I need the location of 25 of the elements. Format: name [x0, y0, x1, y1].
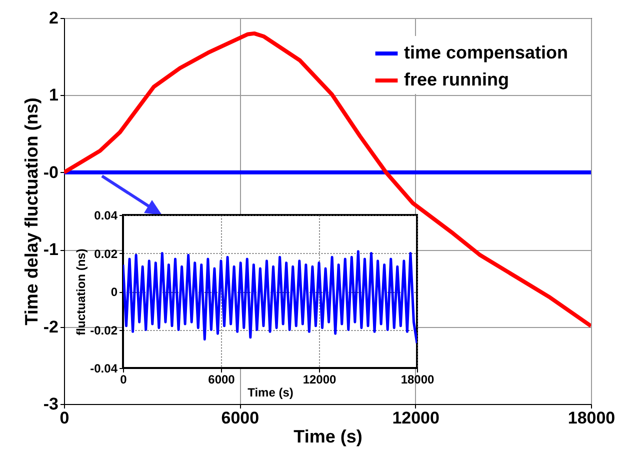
line-series: [123, 250, 417, 344]
y-tick-label: -1: [43, 240, 58, 260]
y-tick-label: -0: [43, 162, 58, 182]
x-tick-label: 18000: [568, 408, 616, 428]
y-tick-label: 0.02: [94, 246, 118, 261]
y-tick-label: -0.02: [90, 323, 118, 338]
y-tick-label: -0.04: [90, 362, 118, 376]
y-tick-label: -3: [43, 394, 58, 414]
x-tick-label: 6000: [221, 408, 260, 428]
legend-label: free running: [404, 70, 510, 90]
x-tick-label: 12000: [302, 372, 337, 386]
y-tick-label: 0: [110, 285, 118, 299]
y-tick-label: 0.04: [94, 208, 118, 222]
x-axis-title: Time (s): [248, 386, 294, 400]
y-axis-title: fluctuation (ns): [74, 248, 88, 336]
y-tick-label: 2: [49, 8, 58, 28]
y-tick-label: -2: [43, 317, 58, 336]
x-tick-label: 0: [120, 372, 128, 386]
x-tick-label: 6000: [208, 372, 236, 386]
x-tick-label: 18000: [400, 372, 435, 386]
legend-label: time compensation: [404, 42, 568, 62]
y-axis-title: Time delay fluctuation (ns): [21, 98, 42, 326]
x-axis-title: Time (s): [294, 426, 362, 446]
x-tick-label: 12000: [392, 408, 440, 428]
y-tick-label: 1: [49, 86, 58, 105]
